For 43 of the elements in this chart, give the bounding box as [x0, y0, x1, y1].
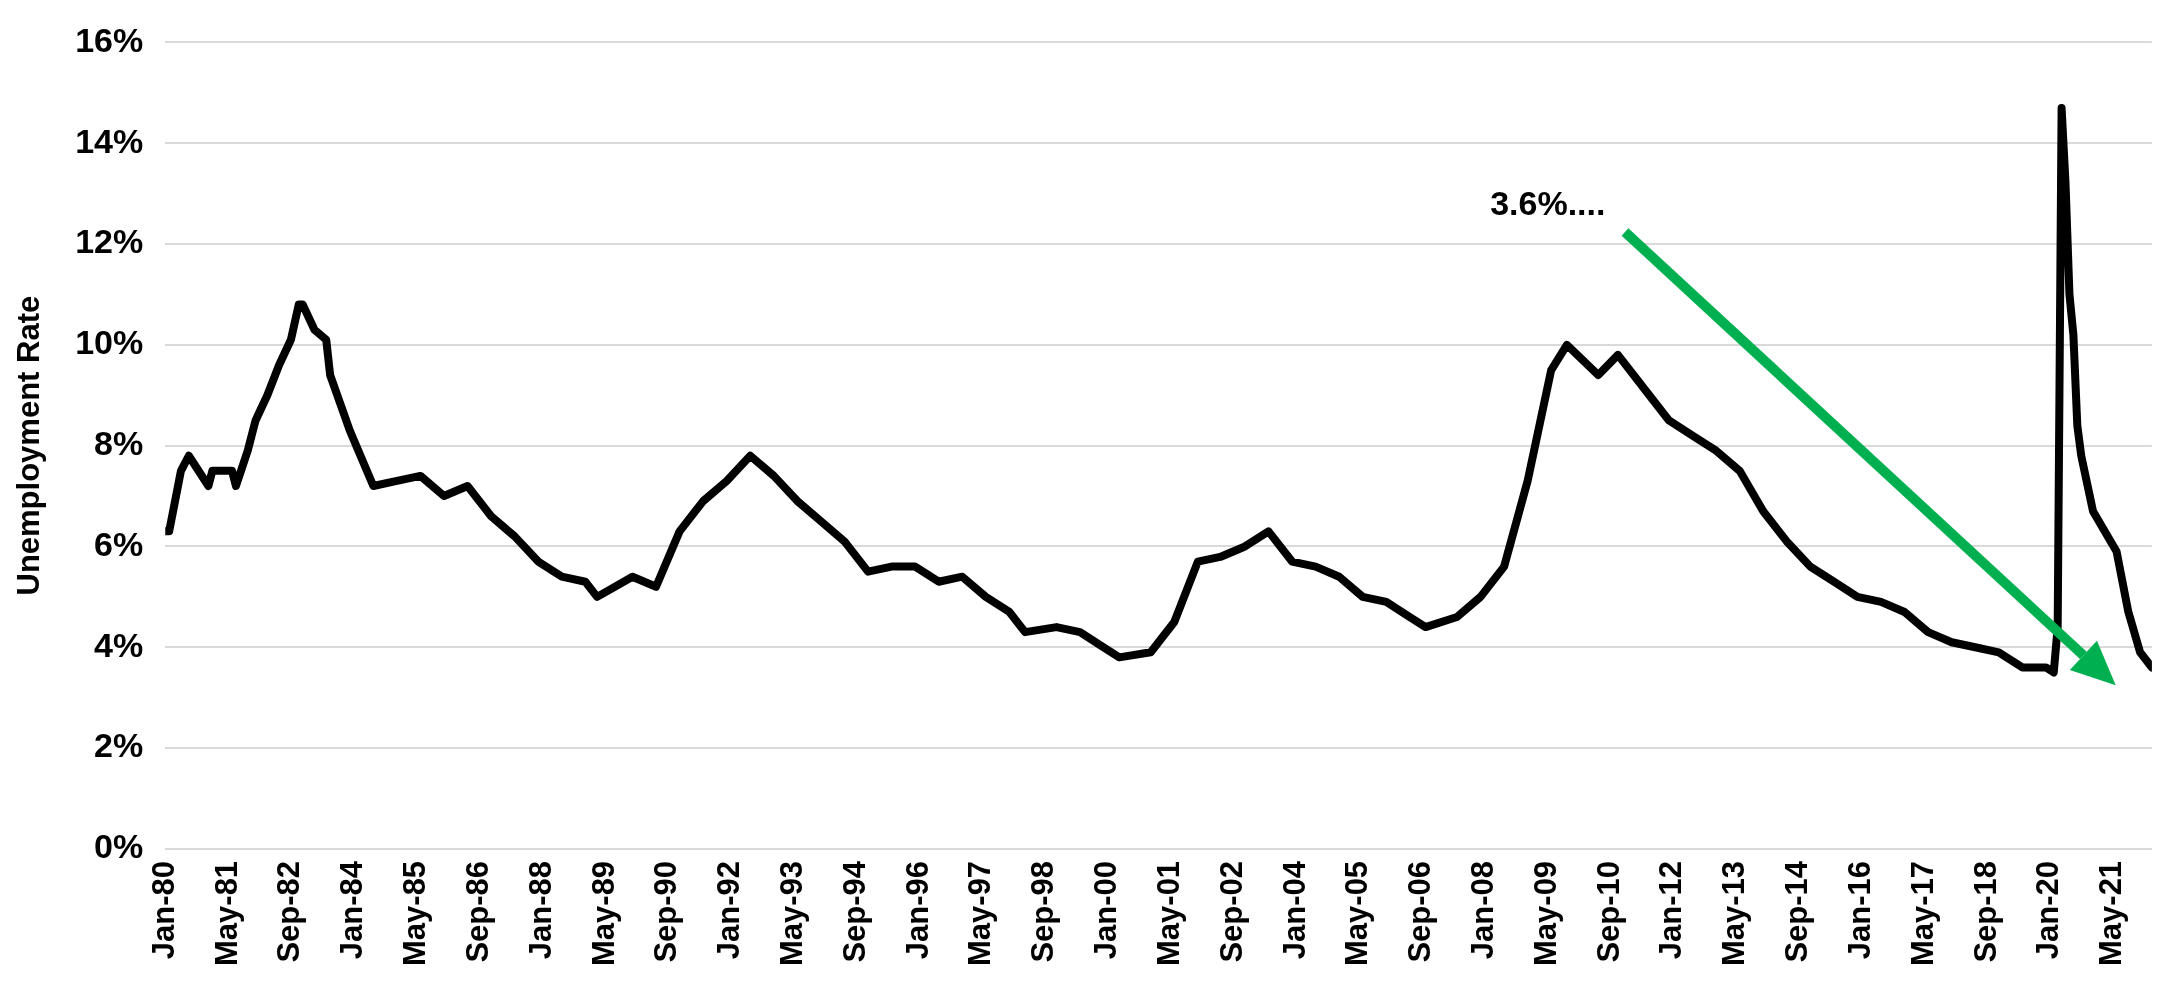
x-tick-label: Sep-14 — [1779, 860, 1815, 963]
x-tick-label: Jan-84 — [334, 860, 370, 960]
y-tick-label: 16% — [75, 20, 144, 59]
x-tick-label: May-05 — [1339, 860, 1375, 966]
x-tick-label: May-97 — [962, 860, 998, 966]
x-tick-label: Sep-86 — [459, 860, 495, 963]
x-tick-label: Jan-16 — [1841, 860, 1877, 960]
x-tick-label: May-01 — [1150, 860, 1186, 966]
x-tick-label: Jan-04 — [1276, 860, 1312, 960]
x-tick-label: May-09 — [1527, 860, 1563, 966]
x-tick-label: May-13 — [1716, 860, 1752, 966]
x-tick-label: Sep-10 — [1590, 860, 1626, 963]
x-tick-label: Sep-98 — [1025, 860, 1061, 963]
x-tick-label: Sep-06 — [1402, 860, 1438, 963]
x-tick-label: May-89 — [585, 860, 621, 966]
x-tick-label: Jan-80 — [145, 860, 181, 960]
x-tick-label: Sep-90 — [648, 860, 684, 963]
x-tick-label: May-85 — [397, 860, 433, 966]
y-tick-label: 0% — [94, 827, 144, 866]
x-tick-label: Sep-18 — [1967, 860, 2003, 963]
x-tick-label: May-21 — [2093, 860, 2129, 966]
x-tick-label: Jan-92 — [711, 860, 747, 960]
annotation: 3.6%.... — [1490, 183, 1606, 223]
x-tick-label: Jan-88 — [522, 860, 558, 960]
y-axis-title: Unemployment Rate — [11, 295, 47, 596]
x-tick-label: May-17 — [1904, 860, 1940, 966]
x-tick-label: Sep-02 — [1213, 860, 1249, 963]
x-tick-label: Jan-96 — [899, 860, 935, 960]
y-tick-label: 8% — [94, 424, 144, 463]
x-tick-label: Jan-08 — [1465, 860, 1500, 960]
x-tick-label: Sep-94 — [836, 860, 872, 963]
y-tick-label: 6% — [94, 524, 144, 563]
y-tick-label: 10% — [75, 323, 144, 362]
x-tick-label: Jan-20 — [2030, 860, 2066, 960]
x-tick-label: Jan-12 — [1653, 860, 1689, 960]
y-tick-label: 12% — [75, 222, 144, 261]
y-tick-label: 4% — [94, 625, 144, 664]
x-tick-label: Jan-00 — [1088, 860, 1124, 960]
y-tick-label: 14% — [75, 121, 144, 160]
x-tick-label: May-93 — [773, 860, 809, 966]
x-tick-label: May-81 — [208, 860, 244, 966]
y-tick-label: 2% — [94, 726, 144, 765]
x-tick-label: Sep-82 — [271, 860, 307, 963]
